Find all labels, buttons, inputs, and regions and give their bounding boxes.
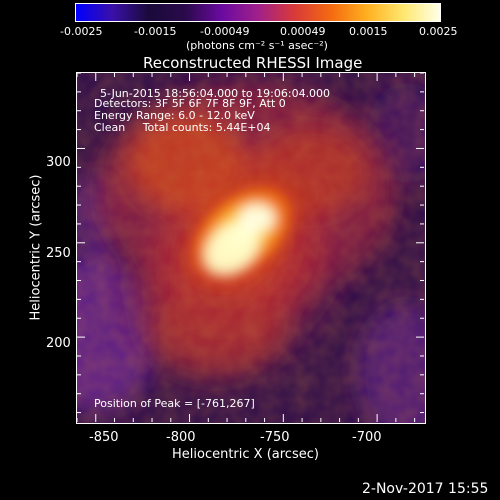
x-tick-label: -850: [89, 430, 119, 445]
info-clean-counts: Clean Total counts: 5.44E+04: [94, 121, 271, 134]
colorbar-tick: 0.0025: [419, 25, 458, 38]
x-tick-label: -800: [166, 430, 196, 445]
flare-source: [181, 176, 303, 290]
info-detectors: Detectors: 3F 5F 6F 7F 8F 9F, Att 0: [94, 97, 286, 110]
render-timestamp: 2-Nov-2017 15:55: [362, 481, 489, 497]
colorbar-tick: -0.0025: [60, 25, 103, 38]
colorbar-gradient: [75, 3, 441, 22]
colorbar-tick: 0.00049: [280, 25, 326, 38]
x-tick-label: -700: [352, 430, 382, 445]
y-axis-label: Heliocentric Y (arcsec): [28, 174, 44, 321]
solar-image-frame: [76, 72, 426, 424]
colorbar-tick: 0.0015: [349, 25, 388, 38]
info-energy-range: Energy Range: 6.0 - 12.0 keV: [94, 109, 255, 122]
y-tick-label: 250: [46, 246, 71, 261]
solar-image: [77, 73, 425, 423]
colorbar-tick: -0.0015: [134, 25, 177, 38]
y-tick-label: 300: [46, 155, 71, 170]
colorbar-unit-label: (photons cm⁻² s⁻¹ asec⁻²): [186, 39, 328, 52]
x-axis-label: Heliocentric X (arcsec): [172, 447, 319, 462]
peak-position-label: Position of Peak = [-761,267]: [94, 397, 255, 410]
y-tick-label: 200: [46, 336, 71, 351]
x-tick-label: -750: [260, 430, 290, 445]
image-title: Reconstructed RHESSI Image: [143, 54, 363, 72]
info-time-range: 5-Jun-2015 18:56:04.000 to 19:06:04.000: [100, 87, 331, 100]
colorbar-tick: -0.00049: [200, 25, 250, 38]
